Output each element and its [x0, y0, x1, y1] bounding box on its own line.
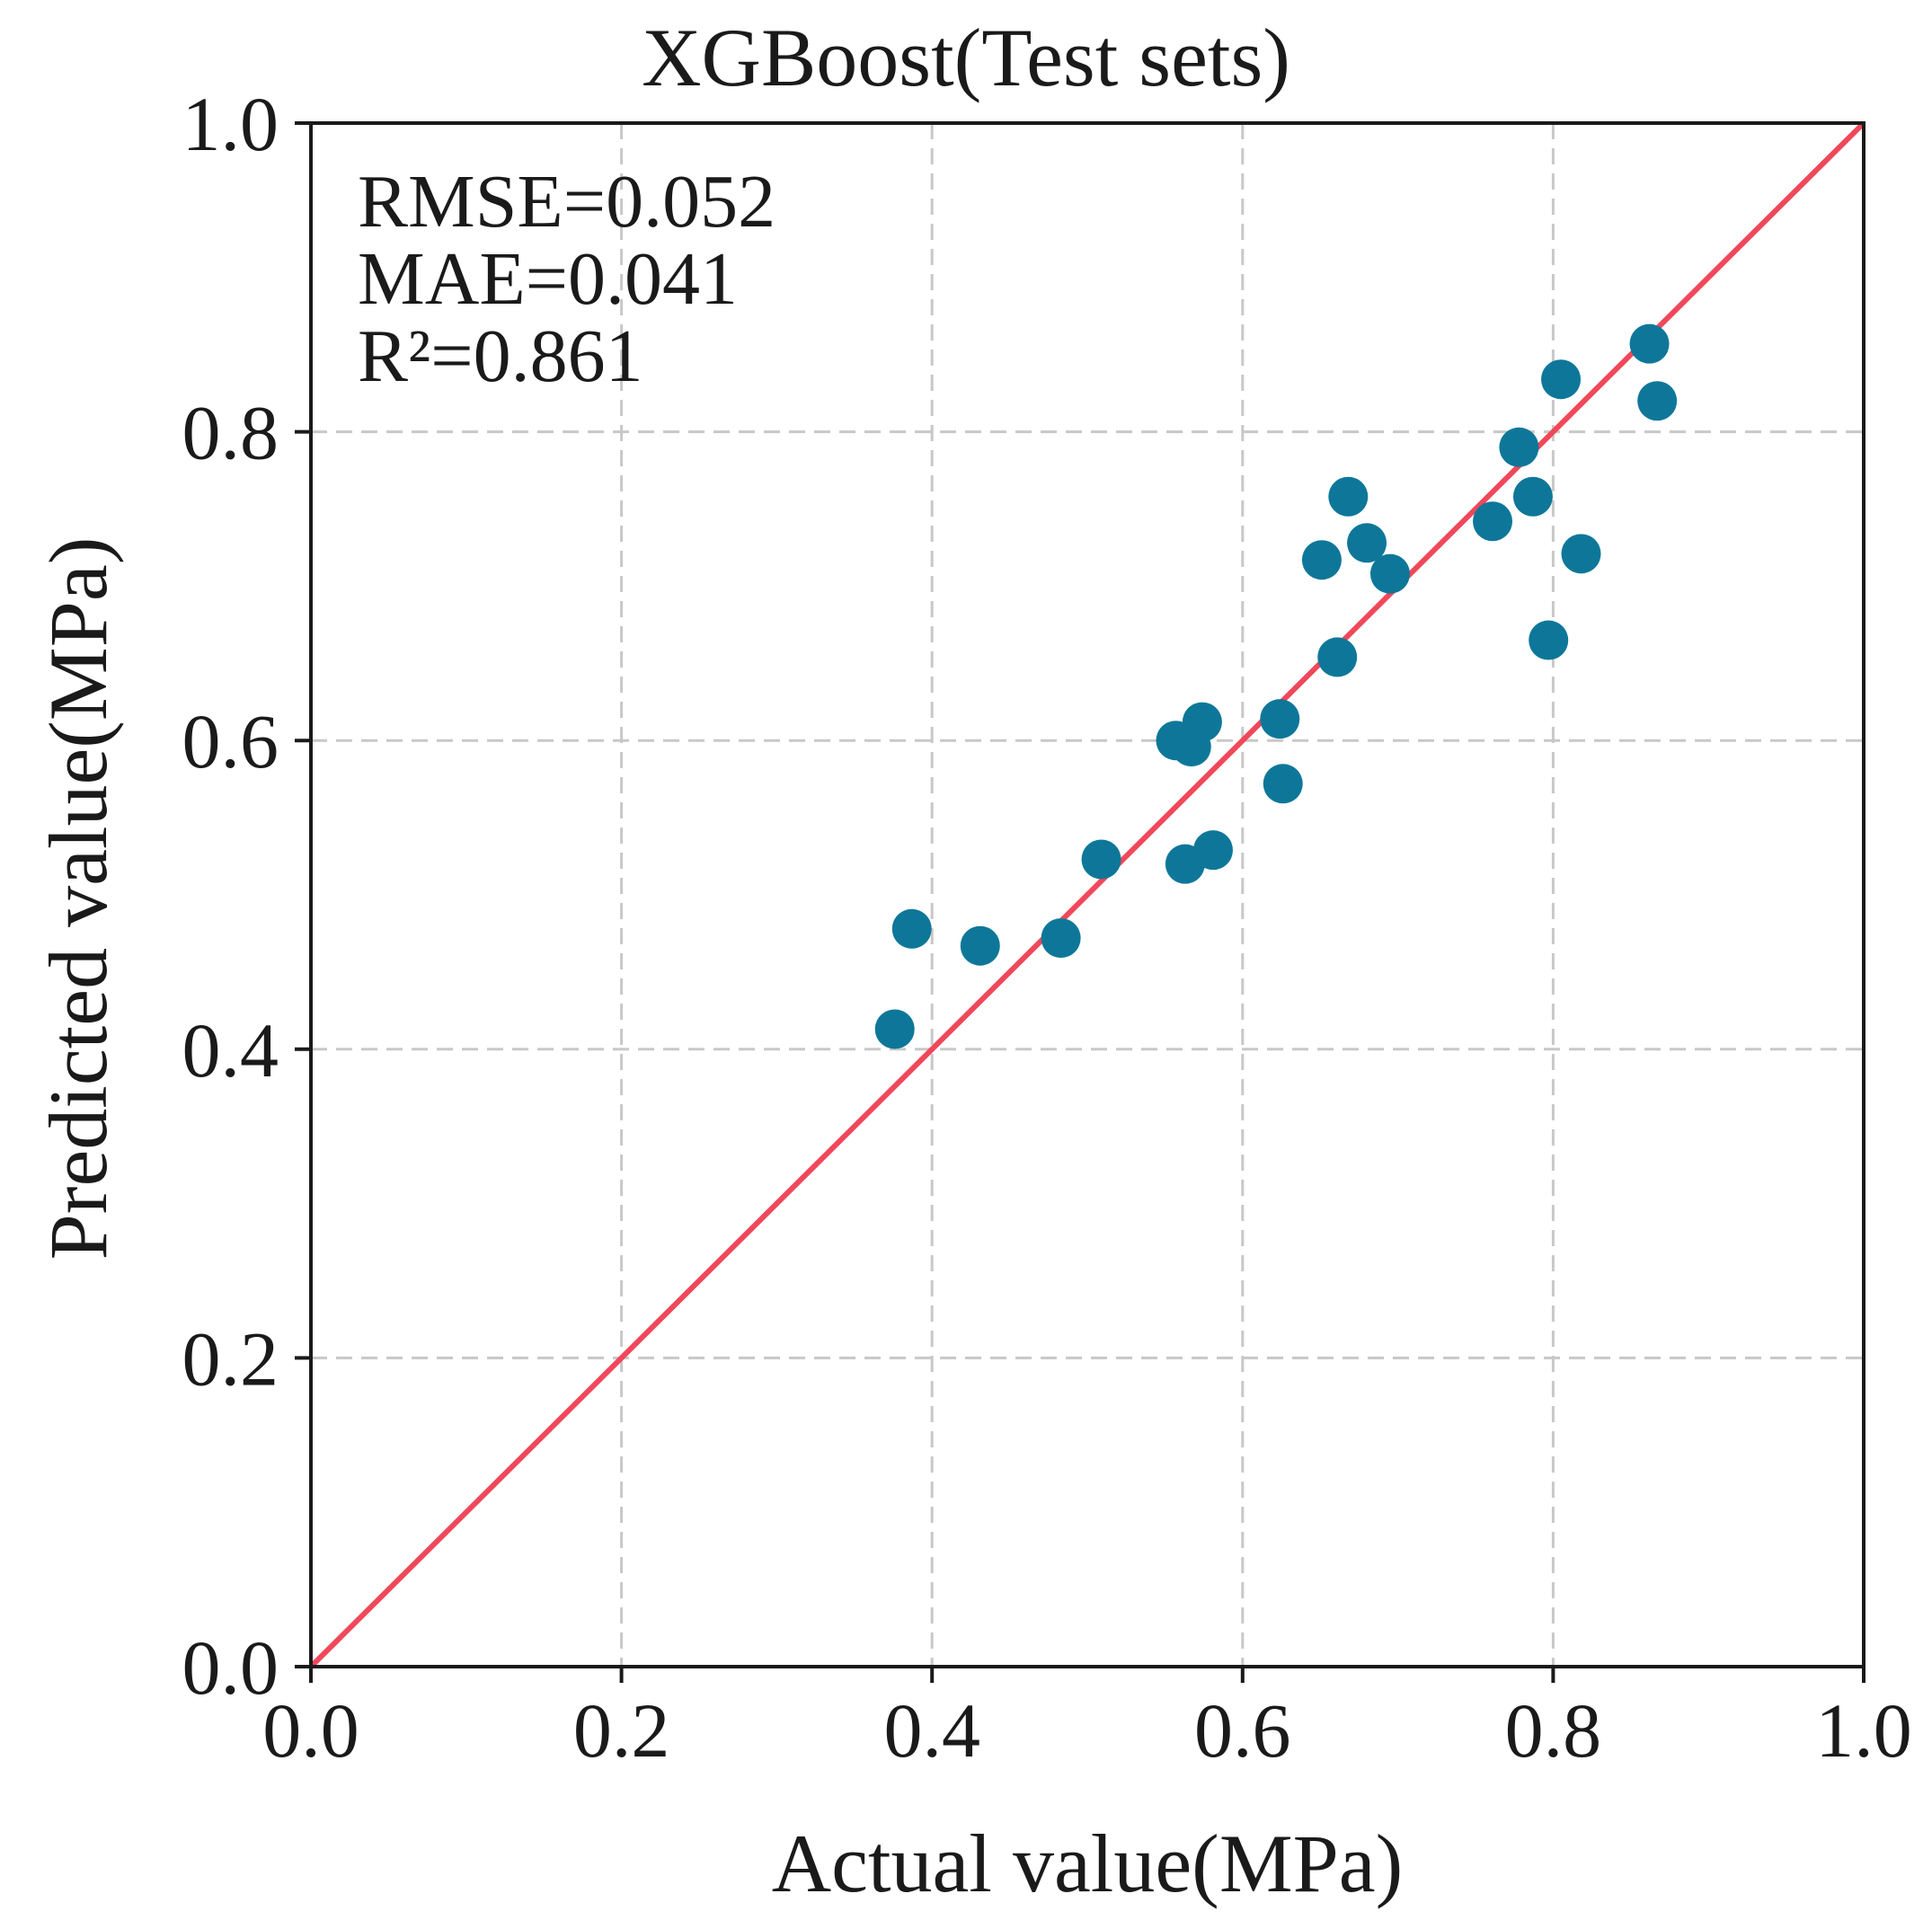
y-tick-label: 0.0 [182, 1624, 279, 1711]
x-tick-label: 0.8 [1505, 1687, 1602, 1774]
reference-line-y-equals-x [308, 120, 1866, 1669]
data-point [1263, 764, 1303, 804]
data-point [1041, 918, 1081, 959]
data-point [1637, 381, 1678, 421]
y-tick-label: 0.2 [182, 1315, 279, 1402]
data-point [1499, 427, 1539, 467]
data-point [1328, 476, 1369, 517]
x-tick-label: 0.2 [573, 1687, 670, 1774]
rmse-metric: RMSE=0.052 [358, 160, 775, 243]
data-point [1561, 534, 1601, 574]
data-point [960, 925, 1000, 966]
axis-ticks: 0.0 0.2 0.4 0.6 0.8 1.0 0.0 0.2 0.4 0.6 0.8 1.0 [182, 81, 1912, 1774]
metrics-annotation: RMSE=0.052 MAE=0.041 R²=0.861 [358, 160, 775, 398]
data-point [1192, 830, 1233, 871]
data-point [1629, 323, 1670, 364]
reference-line-layer [308, 120, 1866, 1669]
data-point [1317, 637, 1358, 677]
x-tick-label: 0.6 [1194, 1687, 1291, 1774]
y-tick-label: 0.4 [182, 1007, 279, 1093]
chart-title: XGBoost(Test sets) [642, 12, 1290, 103]
data-point [1512, 476, 1553, 517]
plot-frame [309, 121, 1866, 1668]
data-point [1347, 523, 1387, 563]
x-axis-label: Actual value(MPa) [772, 1818, 1404, 1909]
y-tick-label: 0.8 [182, 390, 279, 476]
x-tick-label: 0.0 [262, 1687, 359, 1774]
data-point [1541, 359, 1582, 400]
mae-metric: MAE=0.041 [358, 237, 738, 321]
y-tick-label: 0.6 [182, 698, 279, 784]
y-tick-label: 1.0 [182, 81, 279, 167]
data-points [874, 323, 1678, 1049]
y-axis-label: Predicted value(MPa) [32, 537, 124, 1261]
data-point [891, 908, 932, 949]
x-tick-label: 1.0 [1815, 1687, 1912, 1774]
data-point [1529, 620, 1569, 660]
data-point [1473, 501, 1513, 542]
data-point [1182, 702, 1222, 742]
data-point [1301, 540, 1342, 580]
data-point [1081, 839, 1121, 880]
data-point [874, 1009, 915, 1049]
x-tick-label: 0.4 [883, 1687, 980, 1774]
r2-metric: R²=0.861 [358, 314, 643, 398]
data-point [1260, 699, 1300, 739]
data-point [1369, 553, 1410, 594]
